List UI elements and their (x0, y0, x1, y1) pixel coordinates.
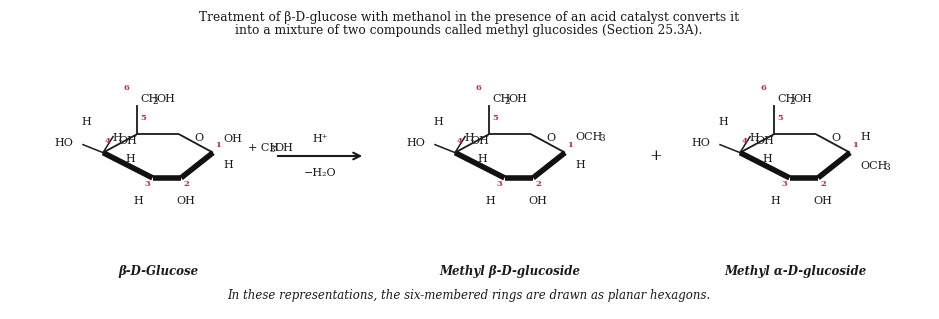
Text: OH: OH (156, 94, 175, 104)
Text: 2: 2 (789, 97, 794, 106)
Text: OH: OH (470, 136, 489, 146)
Text: CH: CH (140, 94, 159, 104)
Text: 4: 4 (457, 137, 463, 145)
Text: H: H (860, 132, 870, 142)
Text: 6: 6 (123, 84, 129, 92)
Text: H: H (112, 133, 122, 143)
Text: H: H (133, 196, 144, 206)
Text: 5: 5 (140, 114, 146, 122)
Text: 3: 3 (269, 145, 274, 154)
Text: 1: 1 (567, 141, 573, 149)
Text: H: H (223, 160, 233, 170)
Text: OH: OH (529, 196, 547, 206)
Text: OH: OH (793, 94, 812, 104)
Text: 1: 1 (852, 141, 858, 149)
Text: OCH: OCH (860, 161, 887, 171)
Text: 2: 2 (820, 180, 825, 188)
Text: 2: 2 (183, 180, 189, 188)
Text: O: O (831, 133, 840, 144)
Text: + CH: + CH (248, 143, 279, 153)
Text: Treatment of β-D-glucose with methanol in the presence of an acid catalyst conve: Treatment of β-D-glucose with methanol i… (199, 11, 739, 24)
Text: OH: OH (118, 136, 137, 146)
Text: 4: 4 (105, 137, 111, 145)
Text: In these representations, the six-membered rings are drawn as planar hexagons.: In these representations, the six-member… (227, 289, 711, 302)
Text: 3: 3 (884, 163, 889, 172)
Text: 4: 4 (742, 137, 747, 145)
Text: CH: CH (492, 94, 511, 104)
Text: H: H (464, 133, 474, 143)
Text: O: O (194, 133, 204, 144)
Text: H: H (771, 196, 780, 206)
Text: OH: OH (274, 143, 293, 153)
Text: H: H (125, 154, 135, 164)
Text: H: H (485, 196, 496, 206)
Text: CH: CH (777, 94, 795, 104)
Text: 2: 2 (535, 180, 541, 188)
Text: Methyl β-D-glucoside: Methyl β-D-glucoside (439, 264, 580, 278)
Text: 3: 3 (145, 180, 150, 188)
Text: H: H (575, 160, 585, 170)
Text: β-D-Glucose: β-D-Glucose (118, 264, 198, 278)
Text: 6: 6 (761, 84, 766, 92)
Text: H⁺: H⁺ (313, 134, 328, 144)
Text: H: H (82, 117, 91, 127)
Text: H: H (477, 154, 486, 164)
Text: 1: 1 (215, 141, 221, 149)
Text: HO: HO (691, 137, 710, 148)
Text: 6: 6 (475, 84, 481, 92)
Text: O: O (546, 133, 556, 144)
Text: into a mixture of two compounds called methyl glucosides (Section 25.3A).: into a mixture of two compounds called m… (236, 24, 702, 37)
Text: OCH: OCH (575, 132, 603, 142)
Text: 3: 3 (497, 180, 502, 188)
Text: OH: OH (755, 136, 774, 146)
Text: 2: 2 (152, 97, 158, 106)
Text: HO: HO (407, 137, 425, 148)
Text: Methyl α-D-glucoside: Methyl α-D-glucoside (724, 264, 866, 278)
Text: OH: OH (177, 196, 195, 206)
Text: 3: 3 (599, 134, 605, 143)
Text: 2: 2 (504, 97, 510, 106)
Text: OH: OH (508, 94, 527, 104)
Text: OH: OH (223, 134, 242, 144)
Text: −H₂O: −H₂O (303, 168, 336, 178)
Text: HO: HO (54, 137, 73, 148)
Text: OH: OH (814, 196, 833, 206)
Text: 3: 3 (782, 180, 788, 188)
Text: +: + (650, 149, 662, 163)
Text: 5: 5 (492, 114, 498, 122)
Text: H: H (718, 117, 728, 127)
Text: H: H (762, 154, 772, 164)
Text: H: H (749, 133, 759, 143)
Text: 5: 5 (777, 114, 783, 122)
Text: H: H (433, 117, 443, 127)
